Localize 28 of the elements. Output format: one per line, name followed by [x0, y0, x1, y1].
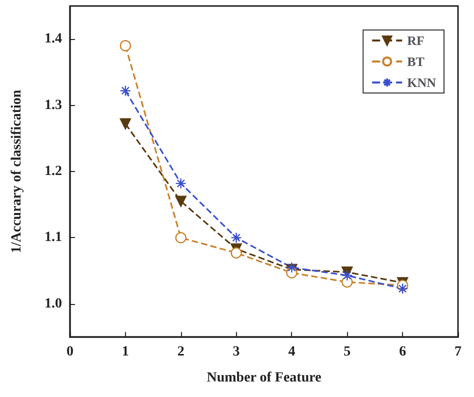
legend-label: KNN — [407, 75, 437, 90]
point — [175, 178, 186, 190]
x-tick-label: 4 — [288, 344, 296, 360]
y-tick-label: 1.2 — [44, 164, 62, 179]
y-tick-label: 1.4 — [44, 32, 62, 47]
point — [230, 232, 242, 244]
legend-label: RF — [407, 33, 424, 48]
y-tick-label: 1.1 — [44, 230, 62, 246]
legend-label: BT — [407, 54, 425, 69]
x-tick-label: 0 — [66, 344, 74, 360]
x-tick-label: 1 — [122, 344, 129, 360]
point — [175, 232, 186, 244]
point — [175, 196, 186, 207]
x-tick-label: 7 — [454, 344, 462, 360]
y-tick-label: 1.3 — [44, 98, 62, 113]
x-tick-label: 3 — [232, 344, 240, 360]
point — [120, 85, 132, 96]
point — [342, 270, 353, 282]
x-axis-title: Number of Feature — [206, 370, 322, 386]
point — [396, 283, 408, 294]
x-tick-label: 5 — [344, 344, 351, 360]
y-tick-label: 1.0 — [44, 296, 62, 312]
point — [120, 40, 132, 52]
point — [230, 247, 242, 259]
y-axis-title: 1/Accurary of classification — [10, 90, 24, 254]
x-tick-label: 2 — [177, 344, 184, 360]
x-tick-label: 6 — [399, 344, 406, 360]
point — [120, 118, 132, 130]
